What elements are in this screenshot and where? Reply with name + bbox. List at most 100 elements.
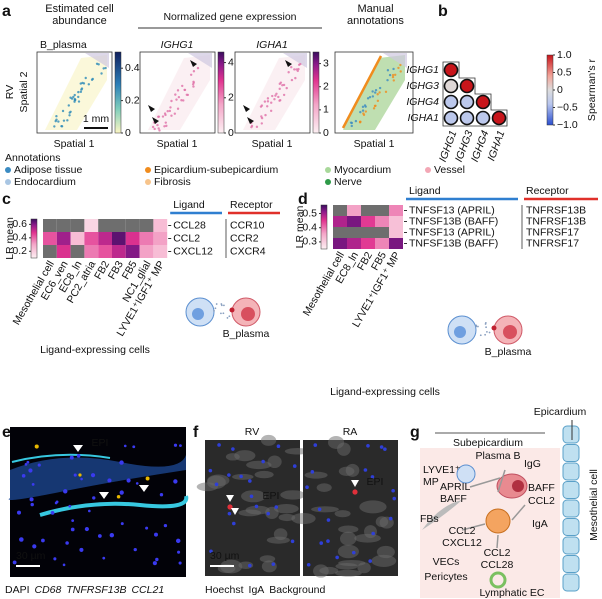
spot: [73, 93, 76, 97]
nucleus: [173, 443, 178, 447]
x-axis-label: Ligand-expressing cells: [330, 386, 440, 398]
correlation-dot: [443, 62, 459, 78]
spot: [87, 83, 91, 86]
spot: [279, 99, 282, 102]
spot: [104, 66, 107, 70]
arrowhead: [73, 445, 83, 452]
legend-label: CD68: [35, 584, 62, 596]
nucleus: [126, 478, 131, 483]
nucleus: [119, 460, 124, 465]
heatmap-cell: [375, 216, 389, 227]
x-axis-label: Spatial 1: [252, 138, 293, 150]
heatmap-cell: [389, 205, 403, 216]
diagram-label: VECs: [433, 556, 460, 568]
diagram-label: IgA: [532, 518, 548, 530]
ligand-label: TNFSF13B (BAFF): [409, 215, 498, 227]
background-tissue: [291, 513, 316, 525]
row-label: IGHG4: [406, 96, 439, 108]
background-tissue: [337, 544, 359, 559]
colorbar-tick-label: 2: [228, 92, 234, 104]
matrix-frame: [442, 61, 508, 127]
spot: [386, 78, 389, 82]
nucleus: [92, 496, 96, 500]
background-tissue: [311, 506, 339, 513]
ligand-dot: [220, 303, 223, 305]
spot: [55, 115, 58, 118]
spot: [158, 129, 161, 132]
nucleus: [227, 473, 231, 477]
nucleus: [28, 468, 33, 473]
spot: [277, 95, 280, 99]
nucleus: [276, 444, 281, 448]
ccl21-band: [39, 495, 189, 517]
spot: [175, 98, 178, 101]
heatmap-cell: [139, 219, 154, 232]
spot: [157, 127, 160, 130]
heatmap-cell: [347, 238, 361, 249]
spot: [399, 63, 402, 67]
heatmap-cell: [98, 232, 112, 245]
colorbar: [546, 54, 554, 126]
panel-label: b: [438, 3, 448, 20]
nucleus: [53, 557, 57, 561]
arrow: [496, 534, 499, 549]
spot: [376, 93, 379, 96]
colorbar-tick-label: 0: [228, 127, 234, 139]
tissue: [45, 55, 107, 130]
heatmap-cell: [43, 232, 57, 245]
arrow: [511, 504, 526, 521]
spot: [285, 86, 288, 90]
column-header: Receptor: [526, 185, 569, 197]
region-label: EPI: [263, 490, 280, 502]
map-title: IGHG1: [161, 39, 194, 51]
ligand-dot: [488, 331, 491, 334]
nucleus: [231, 447, 235, 451]
header: Estimated cell abundance: [45, 3, 114, 27]
nucleus: [41, 538, 45, 543]
legend-swatch: [325, 179, 331, 185]
lymphatic-ec: [489, 571, 507, 589]
image-title: RV: [245, 426, 259, 438]
nucleus: [31, 482, 35, 486]
colorbar-label: Spearman's r: [586, 58, 598, 121]
mesothelial-cell: [562, 462, 580, 481]
diagram-label: CCL2: [484, 547, 511, 559]
heatmap-cell: [98, 219, 112, 232]
colorbar-tick-label: −1.0: [557, 119, 578, 131]
legend-swatch: [325, 167, 331, 173]
ligand-dot: [475, 324, 478, 327]
spot: [77, 100, 81, 103]
spot: [270, 101, 273, 104]
heatmap-cell: [70, 219, 85, 232]
nucleus: [30, 502, 34, 507]
legend-label: Adipose tissue: [14, 164, 82, 176]
spot: [196, 66, 200, 70]
nucleus: [326, 518, 331, 522]
heatmap-cell: [43, 245, 57, 258]
ligand-label: TNFSF13 (APRIL): [409, 204, 495, 216]
diagram-label: Mesothelial cell: [588, 469, 600, 541]
heatmap-cell: [84, 245, 99, 258]
spot: [349, 121, 353, 124]
spot: [151, 125, 155, 129]
diagram-label: LYVE1⁺: [423, 464, 461, 476]
heatmap-cell: [125, 232, 140, 245]
spot: [100, 72, 103, 75]
arrowhead: [243, 105, 250, 112]
spot: [68, 114, 71, 117]
legend-title: Annotations: [5, 152, 60, 164]
diagram-label: CCL2: [528, 495, 555, 507]
spot: [102, 67, 105, 70]
region-label: EPI: [367, 476, 384, 488]
spot: [166, 110, 169, 113]
panel-label: c: [2, 191, 11, 208]
spot: [378, 86, 382, 90]
background-tissue: [278, 513, 296, 522]
colorbar-label: LR mean: [4, 217, 16, 260]
spot: [80, 87, 84, 90]
spot: [157, 115, 160, 119]
heatmap-cell: [112, 219, 126, 232]
spot: [278, 87, 281, 91]
tissue-corner: [85, 53, 109, 68]
